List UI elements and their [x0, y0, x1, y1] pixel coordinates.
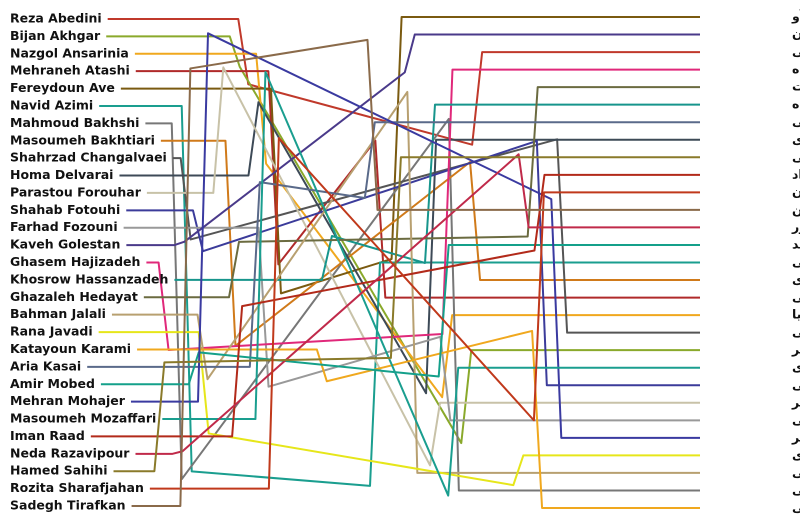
right-name: معصومه مظفری: [792, 359, 800, 374]
right-name: قاسم حاجی‌زاده: [792, 61, 800, 76]
connector: [90, 173, 700, 438]
right-name: رزیتا شرف‌جهان: [792, 184, 800, 199]
left-name: Mahmoud Bakhshi: [10, 115, 139, 130]
connector: [137, 329, 700, 509]
left-name: Bahman Jalali: [10, 306, 106, 321]
left-name: Homa Delvarai: [10, 167, 113, 182]
left-name: Neda Razavipour: [10, 445, 130, 460]
left-name: Rana Javadi: [10, 324, 93, 339]
connector: [131, 38, 700, 507]
right-name: بیژن اخگر: [791, 342, 800, 357]
connector: [111, 90, 700, 474]
left-name: Katayoun Karami: [10, 341, 131, 356]
left-name: Masoumeh Mozaffari: [10, 411, 156, 426]
left-name: Reza Abedini: [10, 11, 102, 26]
connector: [123, 226, 700, 422]
right-name: فریدون آو: [791, 9, 800, 24]
right-name: کاوه گلستان: [792, 26, 800, 41]
connector: [145, 117, 700, 492]
connector: [126, 139, 700, 387]
left-name: Navid Azimi: [10, 97, 93, 112]
left-name: Shahab Fotouhi: [10, 202, 120, 217]
left-name: Farhad Fozouni: [10, 219, 118, 234]
connector: [113, 156, 700, 473]
left-name: Nazgol Ansarinia: [10, 45, 129, 60]
right-name: غزاله هدایت: [792, 79, 800, 94]
connector: [107, 18, 700, 146]
right-name: مهران مهاجر: [791, 429, 800, 444]
connectors: [87, 16, 700, 509]
left-name: Hamed Sahihi: [10, 463, 108, 478]
left-name: Rozita Sharafjahan: [10, 480, 144, 495]
right-name: پرستو فروهر: [791, 394, 800, 409]
right-name: بهمن جلالی: [792, 464, 800, 479]
left-name: Ghazaleh Hedayat: [10, 289, 138, 304]
connector: [99, 104, 700, 487]
connector: [100, 243, 700, 386]
right-name: رعنا جوادی: [792, 447, 800, 462]
left-name: Parastou Forouhar: [10, 184, 142, 199]
connector: [120, 16, 700, 295]
left-name: Iman Raad: [10, 428, 85, 443]
connector: [130, 32, 700, 439]
right-name: رضا عابدینی: [792, 44, 800, 59]
left-name: Aria Kasai: [10, 358, 81, 373]
connector: [135, 153, 700, 455]
right-name: ندا رضوی‌پور: [791, 219, 800, 234]
right-name: خسرو حسن‌زاده: [792, 96, 800, 111]
right-name: محمود بخشی: [792, 482, 800, 497]
right-name: آریا کسایی: [792, 114, 800, 129]
left-name: Sadegh Tirafkan: [10, 498, 126, 513]
connector: [160, 139, 700, 347]
left-name: Mehraneh Atashi: [10, 63, 130, 78]
connector: [172, 138, 700, 334]
connector: [87, 121, 700, 368]
connector: [134, 52, 700, 399]
right-name: امیر معبد: [792, 236, 800, 251]
right-name: شهرزاد چنگلوایی: [792, 324, 800, 339]
left-name: Shahrzad Changalvaei: [10, 150, 167, 165]
right-name: نازگل انصاری‌نیا: [792, 307, 800, 322]
left-name: Amir Mobed: [10, 376, 95, 391]
left-name: Fereydoun Ave: [10, 80, 115, 95]
right-name: صادق تیرافکن: [792, 201, 800, 216]
right-name: هما دلورای: [792, 131, 800, 146]
right-name: نوید عظیمی: [792, 254, 800, 269]
connector: [98, 331, 700, 487]
left-name: Kaveh Golestan: [10, 237, 120, 252]
left-name: Bijan Akhgar: [10, 28, 101, 43]
right-name: مهرانه آتشی: [792, 289, 800, 304]
left-name: Ghasem Hajizadeh: [10, 254, 140, 269]
right-name: فرهاد فزونی: [792, 412, 800, 427]
right-name: حامد صحیحی: [792, 149, 800, 164]
right-name: معصومه بختیاری: [792, 272, 800, 287]
connector: [146, 66, 700, 467]
right-name: شهاب فتوحی: [792, 377, 800, 392]
left-name: Masoumeh Bakhtiari: [10, 132, 155, 147]
connector: [143, 86, 700, 299]
left-name: Mehran Mohajer: [10, 393, 126, 408]
left-name: Khosrow Hassanzadeh: [10, 271, 168, 286]
right-name: ایمان راد: [792, 166, 800, 181]
connector: [149, 137, 700, 490]
connector: [126, 33, 700, 247]
right-name: کتایون کرمی: [792, 500, 800, 515]
